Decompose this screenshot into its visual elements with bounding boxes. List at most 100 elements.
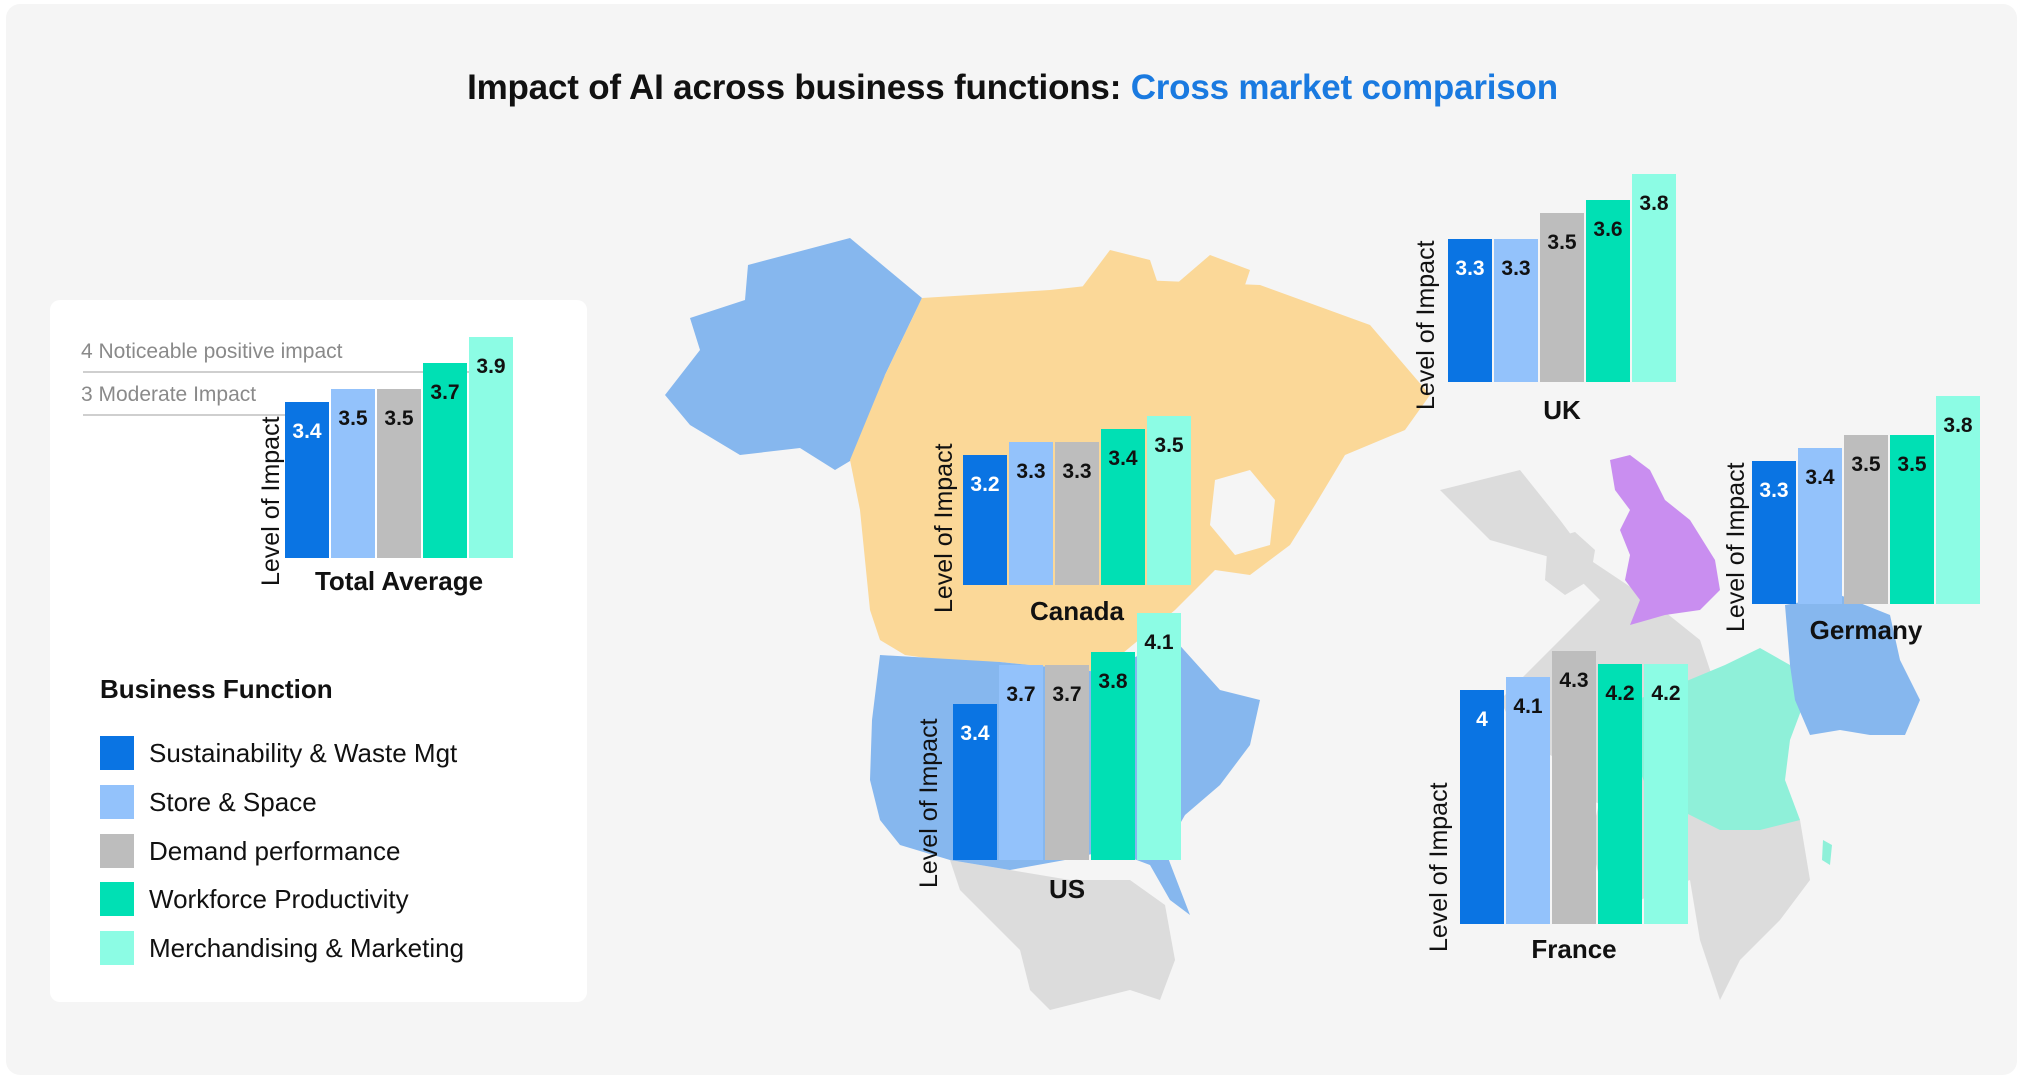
bar-workforce-productivity: 3.7	[423, 363, 467, 558]
legend-swatch	[100, 834, 134, 868]
legend-title: Business Function	[100, 674, 333, 704]
bar-demand-performance: 3.7	[1045, 665, 1089, 860]
legend-label: Sustainability & Waste Mgt	[149, 737, 458, 768]
bar-value-label: 3.4	[292, 420, 322, 443]
bar-merchandising-marketing: 4.1	[1137, 613, 1181, 860]
bar-workforce-productivity: 3.8	[1091, 652, 1135, 860]
legend-label: Workforce Productivity	[149, 883, 409, 914]
legend-label: Demand performance	[149, 835, 401, 866]
map-hudson-bay	[1210, 470, 1275, 555]
bar-workforce-productivity: 3.5	[1890, 435, 1934, 604]
y-axis-label: Level of Impact	[257, 416, 285, 586]
bar-value-label: 3.7	[430, 381, 460, 404]
bar-value-label: 3.7	[1006, 683, 1036, 706]
bar-value-label: 4.2	[1651, 682, 1681, 705]
bar-value-label: 3.8	[1943, 414, 1973, 437]
legend-swatch	[100, 882, 134, 916]
map-corsica	[1822, 840, 1832, 865]
legend-item: Sustainability & Waste Mgt	[100, 736, 457, 770]
bar-value-label: 3.5	[384, 407, 414, 430]
reference-label-4: 4 Noticeable positive impact	[81, 340, 343, 363]
bar-value-label: 3.9	[476, 355, 506, 378]
bar-value-label: 3.8	[1098, 670, 1128, 693]
reference-line-3	[83, 414, 323, 416]
bar-value-label: 3.8	[1639, 192, 1669, 215]
bar-sustainability-waste-mgt: 3.4	[953, 704, 997, 860]
bar-store-space: 3.5	[331, 389, 375, 558]
bar-value-label: 3.2	[970, 473, 1000, 496]
legend-item: Store & Space	[100, 785, 317, 819]
bar-value-label: 3.5	[1851, 453, 1881, 476]
bar-demand-performance: 4.3	[1552, 651, 1596, 924]
chart-title: Impact of AI across business functions: …	[0, 68, 2025, 108]
bar-value-label: 4.1	[1513, 695, 1543, 718]
bar-merchandising-marketing: 3.8	[1632, 174, 1676, 382]
legend-swatch	[100, 736, 134, 770]
map-alaska	[665, 238, 922, 470]
bar-demand-performance: 3.5	[1540, 213, 1584, 382]
map-mexico	[950, 860, 1175, 1010]
panel-title: France	[1531, 934, 1617, 964]
bar-value-label: 3.7	[1052, 683, 1082, 706]
bar-merchandising-marketing: 4.2	[1644, 664, 1688, 924]
bar-sustainability-waste-mgt: 3.4	[285, 402, 329, 558]
bar-merchandising-marketing: 3.8	[1936, 396, 1980, 604]
legend-item: Workforce Productivity	[100, 882, 409, 916]
bar-sustainability-waste-mgt: 4	[1460, 690, 1504, 924]
reference-line-4	[83, 371, 508, 373]
panel-title: Total Average	[314, 566, 484, 596]
bar-value-label: 3.3	[1062, 460, 1092, 483]
legend-label: Store & Space	[149, 786, 317, 817]
bar-value-label: 3.5	[1547, 231, 1577, 254]
chart-title-accent: Cross market comparison	[1130, 68, 1558, 107]
map-ireland	[1545, 532, 1595, 595]
bar-merchandising-marketing: 3.9	[469, 337, 513, 558]
panel-title: Germany	[1809, 615, 1923, 645]
bar-value-label: 4	[1476, 708, 1488, 731]
legend-swatch	[100, 931, 134, 965]
bar-workforce-productivity: 3.6	[1586, 200, 1630, 382]
bar-value-label: 4.2	[1605, 682, 1635, 705]
bar-store-space: 4.1	[1506, 677, 1550, 924]
bar-group: 3.3 3.3 3.5 3.6 3.8	[1448, 0, 1676, 382]
bar-store-space: 3.3	[1009, 442, 1053, 585]
y-axis-label: Level of Impact	[1425, 782, 1453, 952]
bar-value-label: 3.3	[1501, 257, 1531, 280]
bar-value-label: 3.5	[338, 407, 368, 430]
bar-demand-performance: 3.5	[377, 389, 421, 558]
bar-sustainability-waste-mgt: 3.3	[1752, 461, 1796, 604]
reference-label-3: 3 Moderate Impact	[81, 383, 257, 406]
y-axis-label: Level of Impact	[1722, 462, 1750, 632]
bar-workforce-productivity: 4.2	[1598, 664, 1642, 924]
bar-value-label: 3.3	[1759, 479, 1789, 502]
panel-title: UK	[1543, 395, 1581, 425]
legend-item: Demand performance	[100, 834, 400, 868]
bar-value-label: 3.5	[1154, 434, 1184, 457]
bar-store-space: 3.4	[1798, 448, 1842, 604]
bar-value-label: 4.1	[1144, 631, 1174, 654]
bar-value-label: 4.3	[1559, 669, 1589, 692]
map-uk	[1610, 455, 1720, 625]
bar-group: 3.4 3.5 3.5 3.7 3.9	[285, 158, 513, 558]
bar-demand-performance: 3.5	[1844, 435, 1888, 604]
bar-value-label: 3.6	[1593, 218, 1623, 241]
bar-group: 3.3 3.4 3.5 3.5 3.8	[1752, 204, 1980, 604]
legend-swatch	[100, 785, 134, 819]
map-germany	[1785, 595, 1920, 735]
panel-title: US	[1048, 874, 1086, 904]
bar-workforce-productivity: 3.4	[1101, 429, 1145, 585]
bar-value-label: 3.4	[1805, 466, 1835, 489]
bar-group: 3.2 3.3 3.3 3.4 3.5	[963, 185, 1191, 585]
bar-store-space: 3.3	[1494, 239, 1538, 382]
y-axis-label: Level of Impact	[1412, 240, 1440, 410]
y-axis-label: Level of Impact	[915, 718, 943, 888]
bar-group: 3.4 3.7 3.7 3.8 4.1	[953, 460, 1181, 860]
panel-title: Canada	[1030, 596, 1124, 626]
bar-value-label: 3.5	[1897, 453, 1927, 476]
bar-value-label: 3.4	[1108, 447, 1138, 470]
bar-value-label: 3.3	[1016, 460, 1046, 483]
bar-group: 4 4.1 4.3 4.2 4.2	[1460, 524, 1688, 924]
bar-store-space: 3.7	[999, 665, 1043, 860]
map-canada-islands	[1080, 250, 1250, 300]
bar-sustainability-waste-mgt: 3.3	[1448, 239, 1492, 382]
